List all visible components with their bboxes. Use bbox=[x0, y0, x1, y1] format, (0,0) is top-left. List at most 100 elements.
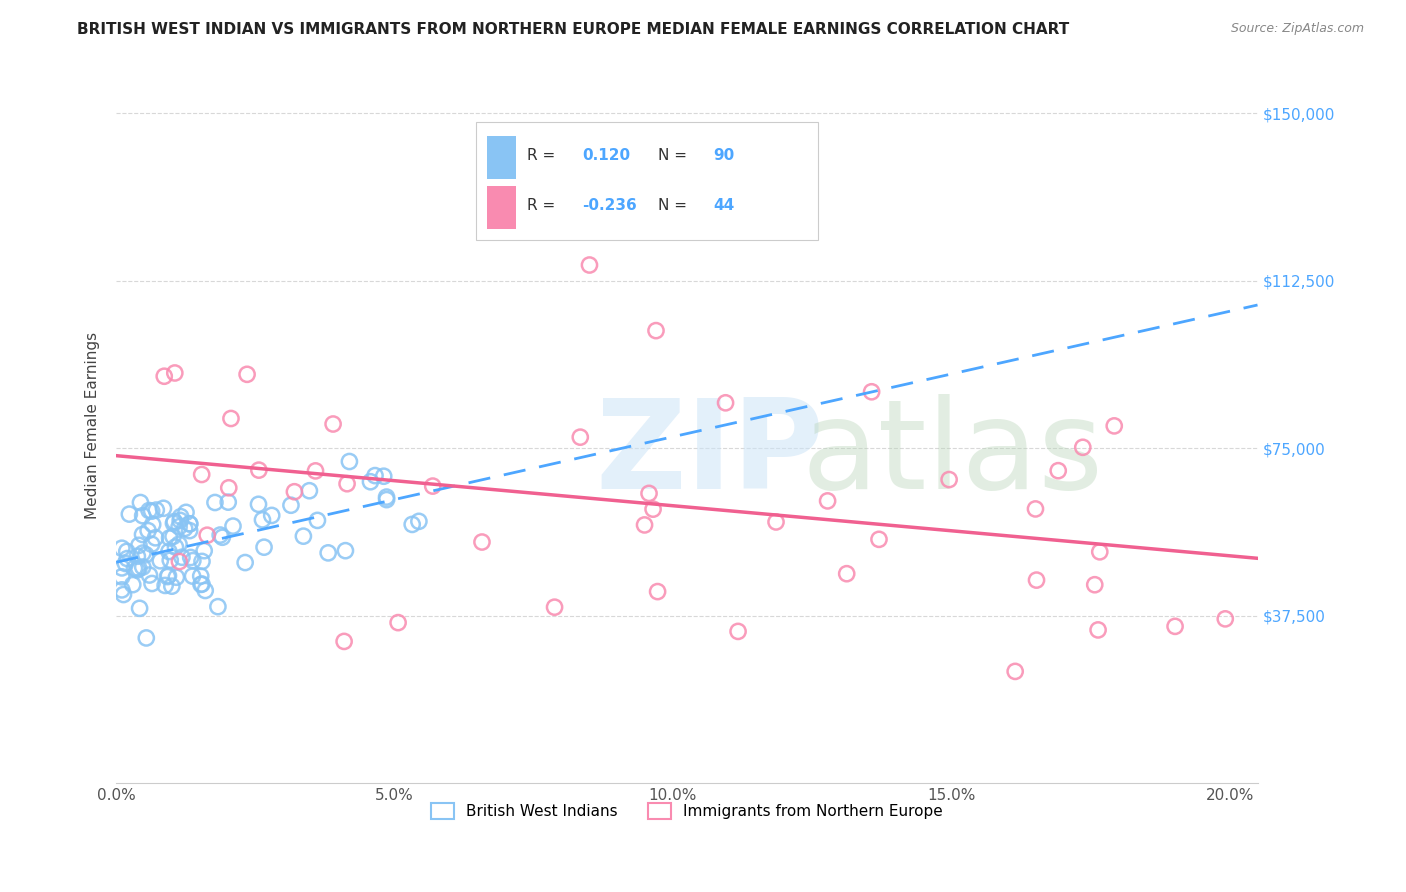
Point bbox=[162, 516, 184, 531]
Point bbox=[253, 540, 276, 554]
Point bbox=[163, 366, 186, 380]
Point bbox=[121, 577, 143, 591]
Point bbox=[222, 519, 245, 533]
Point bbox=[138, 503, 160, 517]
Text: ZIP: ZIP bbox=[596, 394, 824, 515]
Point bbox=[209, 528, 232, 542]
Point bbox=[128, 601, 150, 615]
Point bbox=[292, 529, 315, 543]
Point bbox=[149, 554, 172, 568]
Text: 44: 44 bbox=[713, 198, 734, 213]
Point bbox=[247, 463, 270, 477]
Legend: British West Indians, Immigrants from Northern Europe: British West Indians, Immigrants from No… bbox=[425, 797, 949, 825]
Point bbox=[159, 553, 181, 567]
Point bbox=[135, 548, 157, 562]
Y-axis label: Median Female Earnings: Median Female Earnings bbox=[86, 332, 100, 519]
Point bbox=[217, 495, 239, 509]
Point bbox=[128, 561, 150, 575]
Point bbox=[647, 584, 669, 599]
Point bbox=[131, 508, 153, 523]
Point bbox=[159, 531, 181, 545]
Point bbox=[173, 521, 195, 535]
Point bbox=[218, 481, 240, 495]
Point bbox=[129, 495, 152, 509]
Point bbox=[170, 550, 193, 565]
Point bbox=[118, 507, 141, 521]
Text: Source: ZipAtlas.com: Source: ZipAtlas.com bbox=[1230, 22, 1364, 36]
Point bbox=[1102, 418, 1125, 433]
Text: R =: R = bbox=[527, 148, 560, 163]
Point bbox=[179, 516, 201, 531]
Point bbox=[165, 570, 187, 584]
Text: atlas: atlas bbox=[801, 394, 1104, 515]
Point bbox=[247, 497, 270, 511]
Point bbox=[307, 513, 329, 527]
Point bbox=[401, 517, 423, 532]
Point bbox=[569, 430, 592, 444]
Point bbox=[1024, 502, 1046, 516]
Point bbox=[141, 576, 163, 591]
Point bbox=[211, 530, 233, 544]
Point bbox=[578, 258, 600, 272]
Point bbox=[373, 469, 395, 483]
Text: R =: R = bbox=[527, 198, 560, 213]
Point bbox=[322, 417, 344, 431]
Point bbox=[145, 531, 167, 545]
Point bbox=[298, 483, 321, 498]
Point bbox=[163, 515, 186, 529]
Point bbox=[236, 368, 259, 382]
Point bbox=[111, 582, 134, 597]
Point bbox=[190, 577, 212, 591]
Point bbox=[375, 492, 398, 507]
Point bbox=[111, 570, 134, 584]
Point bbox=[141, 504, 163, 518]
Point bbox=[375, 490, 398, 504]
Point bbox=[835, 566, 858, 581]
Point bbox=[128, 538, 150, 552]
Point bbox=[191, 577, 214, 591]
Point bbox=[543, 600, 565, 615]
Point bbox=[145, 503, 167, 517]
Point bbox=[141, 537, 163, 551]
Point bbox=[152, 501, 174, 516]
Text: N =: N = bbox=[658, 198, 692, 213]
Point bbox=[335, 543, 357, 558]
Point bbox=[195, 528, 218, 542]
Point bbox=[114, 557, 136, 571]
Point bbox=[111, 541, 134, 556]
Point bbox=[115, 544, 138, 558]
Point bbox=[868, 533, 890, 547]
Point bbox=[1047, 464, 1070, 478]
Point bbox=[165, 540, 187, 554]
Point bbox=[162, 529, 184, 543]
Point bbox=[387, 615, 409, 630]
Point bbox=[283, 484, 305, 499]
Point bbox=[127, 563, 149, 577]
Point bbox=[333, 634, 356, 648]
Point bbox=[170, 509, 193, 524]
Point bbox=[336, 476, 359, 491]
Point bbox=[167, 519, 190, 533]
Point bbox=[124, 561, 146, 575]
Point bbox=[938, 473, 960, 487]
Text: -0.236: -0.236 bbox=[582, 198, 637, 213]
Point bbox=[219, 411, 242, 425]
Text: 0.120: 0.120 bbox=[582, 148, 630, 163]
Point bbox=[180, 550, 202, 565]
Point bbox=[1213, 612, 1236, 626]
Point bbox=[643, 502, 665, 516]
Point bbox=[471, 535, 494, 549]
Point bbox=[179, 516, 201, 531]
Point bbox=[1088, 545, 1111, 559]
Point bbox=[191, 554, 214, 568]
FancyBboxPatch shape bbox=[475, 122, 818, 240]
Point bbox=[1025, 573, 1047, 587]
Point bbox=[157, 568, 180, 582]
Point bbox=[112, 588, 135, 602]
Point bbox=[117, 551, 139, 566]
Point bbox=[765, 515, 787, 529]
Point bbox=[645, 324, 668, 338]
Point bbox=[174, 505, 197, 519]
Point bbox=[1087, 623, 1109, 637]
Point bbox=[153, 578, 176, 592]
